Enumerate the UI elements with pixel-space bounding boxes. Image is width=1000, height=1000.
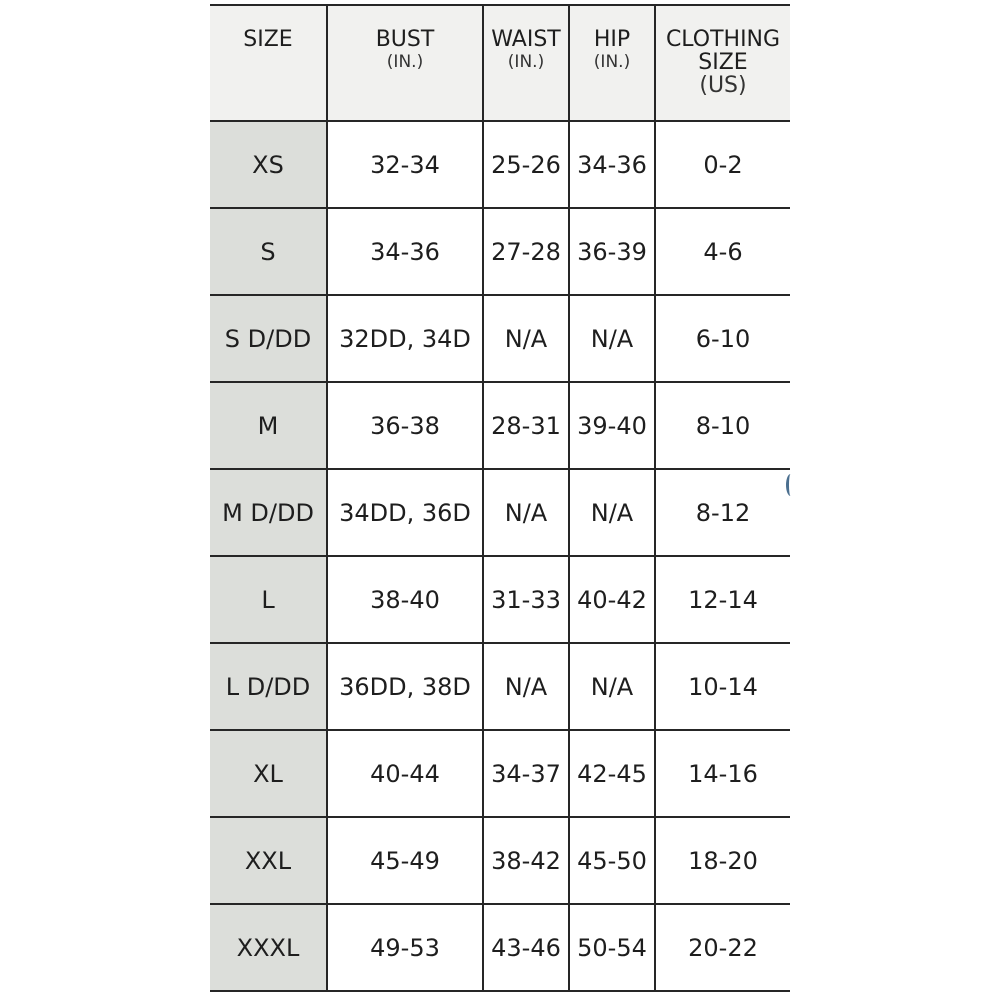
cell-waist: 38-42	[483, 817, 570, 905]
header-unit: (IN.)	[593, 52, 631, 72]
cell-hip: 36-39	[569, 208, 656, 296]
cell-hip: 34-36	[569, 121, 656, 209]
cell-waist: 43-46	[483, 904, 570, 992]
header-label: CLOTHING SIZE	[665, 27, 781, 75]
cell-waist: N/A	[483, 643, 570, 731]
cell-clothing-size: 8-10	[655, 382, 790, 470]
cell-clothing-size: 20-22	[655, 904, 790, 992]
size-chart-table: SIZE BUST (IN.) WAIST (IN.) HIP (IN.) CLOTH…	[210, 4, 790, 992]
cell-bust: 32-34	[327, 121, 484, 209]
cell-bust: 34DD, 36D	[327, 469, 484, 557]
cell-waist: N/A	[483, 295, 570, 383]
cell-bust: 34-36	[327, 208, 484, 296]
header-label: WAIST	[491, 27, 561, 52]
cell-hip: 50-54	[569, 904, 656, 992]
cell-clothing-size: 4-6	[655, 208, 790, 296]
cell-size: S	[210, 208, 328, 296]
header-clothing-size: CLOTHING SIZE (US)	[655, 4, 790, 122]
cell-hip: N/A	[569, 469, 656, 557]
cell-waist: 34-37	[483, 730, 570, 818]
cell-hip: 39-40	[569, 382, 656, 470]
cell-size: S D/DD	[210, 295, 328, 383]
table-row: XL 40-44 34-37 42-45 14-16	[210, 730, 790, 818]
cell-waist: 25-26	[483, 121, 570, 209]
cell-clothing-size: 12-14	[655, 556, 790, 644]
cell-clothing-size: 8-12	[655, 469, 790, 557]
cell-clothing-size: 14-16	[655, 730, 790, 818]
cell-hip: N/A	[569, 295, 656, 383]
cell-waist: 27-28	[483, 208, 570, 296]
table-row: XS 32-34 25-26 34-36 0-2	[210, 121, 790, 209]
cell-clothing-size: 0-2	[655, 121, 790, 209]
table-body: XS 32-34 25-26 34-36 0-2 S 34-36 27-28 36-39 4-6 S…	[210, 121, 790, 992]
table-row: L D/DD 36DD, 38D N/A N/A 10-14	[210, 643, 790, 731]
cell-clothing-size: 10-14	[655, 643, 790, 731]
cell-bust: 38-40	[327, 556, 484, 644]
header-label: BUST	[375, 27, 435, 52]
table-row: M D/DD 34DD, 36D N/A N/A 8-12	[210, 469, 790, 557]
header-waist: WAIST (IN.)	[483, 4, 570, 122]
cell-waist: N/A	[483, 469, 570, 557]
header-label: HIP	[593, 27, 631, 52]
cell-hip: 42-45	[569, 730, 656, 818]
header-label: SIZE	[243, 27, 293, 52]
cell-size: L	[210, 556, 328, 644]
cell-bust: 32DD, 34D	[327, 295, 484, 383]
cell-waist: 31-33	[483, 556, 570, 644]
cell-size: XXXL	[210, 904, 328, 992]
cell-size: M	[210, 382, 328, 470]
cell-size: XL	[210, 730, 328, 818]
cell-size: XXL	[210, 817, 328, 905]
header-unit: (IN.)	[386, 52, 424, 72]
cell-hip: N/A	[569, 643, 656, 731]
edge-artifact	[786, 474, 795, 496]
header-size: SIZE	[210, 4, 328, 122]
cell-bust: 45-49	[327, 817, 484, 905]
cell-hip: 45-50	[569, 817, 656, 905]
cell-size: XS	[210, 121, 328, 209]
cell-bust: 40-44	[327, 730, 484, 818]
table-row: L 38-40 31-33 40-42 12-14	[210, 556, 790, 644]
cell-size: L D/DD	[210, 643, 328, 731]
table-row: S D/DD 32DD, 34D N/A N/A 6-10	[210, 295, 790, 383]
cell-bust: 36DD, 38D	[327, 643, 484, 731]
header-unit: (US)	[699, 73, 747, 98]
cell-clothing-size: 18-20	[655, 817, 790, 905]
header-row: SIZE BUST (IN.) WAIST (IN.) HIP (IN.) CLOTH…	[210, 4, 790, 122]
table-row: XXL 45-49 38-42 45-50 18-20	[210, 817, 790, 905]
cell-clothing-size: 6-10	[655, 295, 790, 383]
table-row: S 34-36 27-28 36-39 4-6	[210, 208, 790, 296]
cell-bust: 36-38	[327, 382, 484, 470]
header-unit: (IN.)	[507, 52, 545, 72]
header-hip: HIP (IN.)	[569, 4, 656, 122]
cell-bust: 49-53	[327, 904, 484, 992]
header-bust: BUST (IN.)	[327, 4, 484, 122]
table-row: XXXL 49-53 43-46 50-54 20-22	[210, 904, 790, 992]
table-row: M 36-38 28-31 39-40 8-10	[210, 382, 790, 470]
cell-waist: 28-31	[483, 382, 570, 470]
cell-size: M D/DD	[210, 469, 328, 557]
cell-hip: 40-42	[569, 556, 656, 644]
